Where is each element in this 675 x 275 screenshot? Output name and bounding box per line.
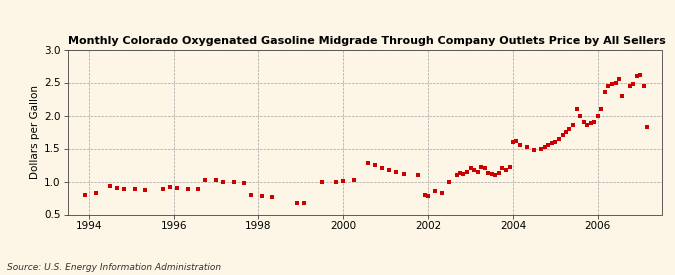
Point — [490, 173, 501, 177]
Point — [246, 192, 256, 197]
Point — [331, 179, 342, 184]
Point — [603, 84, 614, 88]
Point — [338, 179, 349, 183]
Point — [454, 171, 465, 175]
Point — [370, 163, 381, 167]
Point — [458, 171, 468, 176]
Point — [377, 166, 387, 170]
Point — [256, 194, 267, 198]
Point — [479, 166, 490, 170]
Point — [617, 94, 628, 98]
Point — [589, 120, 600, 124]
Point — [529, 148, 539, 152]
Point — [635, 72, 646, 77]
Point — [182, 187, 193, 192]
Point — [614, 77, 624, 81]
Point — [119, 187, 130, 192]
Point — [606, 82, 617, 86]
Point — [639, 84, 649, 88]
Point — [468, 167, 479, 172]
Point — [267, 194, 278, 199]
Point — [508, 140, 518, 144]
Point — [211, 177, 221, 182]
Point — [419, 192, 430, 197]
Point — [554, 136, 564, 141]
Point — [362, 161, 373, 165]
Point — [444, 179, 455, 184]
Point — [451, 173, 462, 177]
Point — [383, 168, 394, 172]
Point — [80, 192, 90, 197]
Point — [632, 74, 643, 78]
Point — [558, 133, 568, 138]
Point — [593, 113, 603, 118]
Point — [582, 123, 593, 128]
Point — [317, 180, 327, 184]
Point — [487, 171, 497, 176]
Point — [578, 120, 589, 124]
Point — [585, 121, 596, 126]
Point — [423, 194, 433, 198]
Point — [412, 173, 423, 177]
Point — [574, 113, 585, 118]
Point — [511, 138, 522, 143]
Point — [596, 107, 607, 111]
Point — [391, 169, 402, 174]
Point — [536, 146, 547, 151]
Point — [483, 171, 494, 175]
Point — [239, 181, 250, 185]
Point — [624, 84, 635, 88]
Point — [561, 130, 572, 134]
Point — [430, 189, 441, 194]
Point — [157, 186, 168, 191]
Point — [571, 107, 582, 111]
Point — [112, 186, 123, 190]
Point — [504, 165, 515, 169]
Point — [292, 201, 303, 205]
Point — [642, 125, 653, 130]
Point — [472, 169, 483, 174]
Point — [465, 166, 476, 170]
Point — [599, 90, 610, 95]
Point — [476, 165, 487, 169]
Point — [140, 188, 151, 192]
Point — [200, 178, 211, 182]
Point — [500, 167, 511, 172]
Text: Source: U.S. Energy Information Administration: Source: U.S. Energy Information Administ… — [7, 263, 221, 272]
Point — [348, 177, 359, 182]
Point — [515, 143, 526, 147]
Point — [193, 187, 204, 192]
Point — [610, 80, 621, 85]
Y-axis label: Dollars per Gallon: Dollars per Gallon — [30, 85, 40, 179]
Point — [228, 180, 239, 184]
Point — [543, 143, 554, 147]
Point — [564, 126, 575, 131]
Point — [462, 169, 472, 174]
Point — [299, 201, 310, 205]
Point — [437, 191, 448, 195]
Point — [628, 82, 639, 86]
Point — [568, 123, 578, 128]
Point — [547, 141, 558, 145]
Point — [493, 171, 504, 175]
Point — [105, 184, 115, 188]
Point — [398, 171, 409, 176]
Point — [90, 191, 101, 195]
Point — [171, 186, 182, 190]
Point — [497, 166, 508, 170]
Text: Monthly Colorado Oxygenated Gasoline Midgrade Through Company Outlets Price by A: Monthly Colorado Oxygenated Gasoline Mid… — [68, 36, 666, 46]
Point — [522, 145, 533, 149]
Point — [165, 185, 176, 190]
Point — [550, 140, 561, 144]
Point — [218, 179, 229, 184]
Point — [129, 187, 140, 192]
Point — [539, 144, 550, 149]
